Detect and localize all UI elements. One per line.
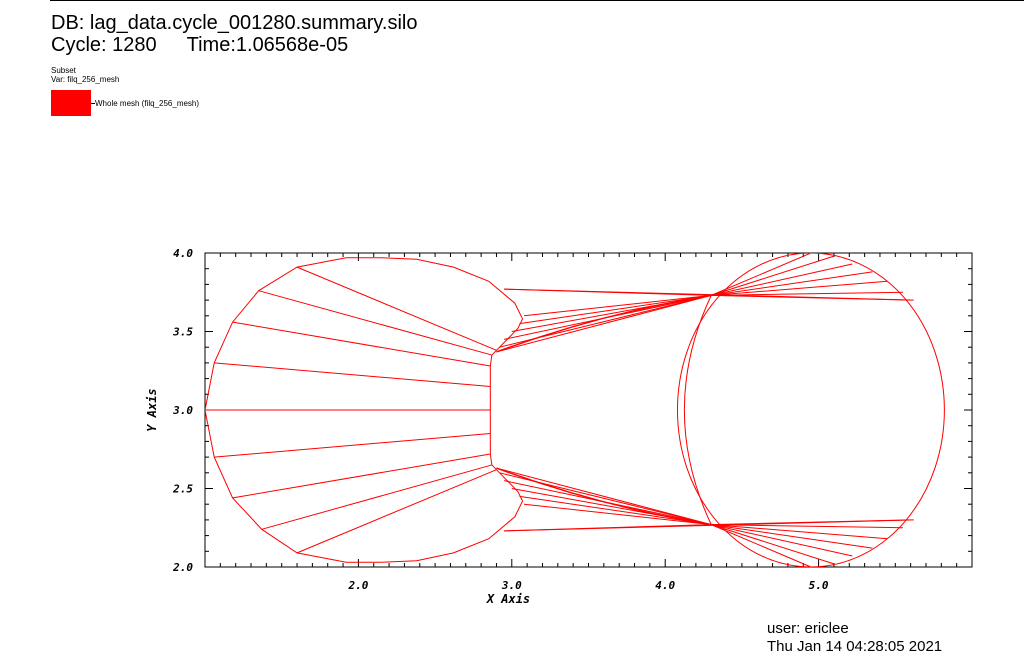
y-tick-label: 2.0 [172, 561, 193, 574]
database-title: DB: lag_data.cycle_001280.summary.silo [51, 12, 418, 34]
upper-fan-line [711, 291, 903, 296]
lower-neck-curve [496, 467, 712, 526]
y-tick-label: 4.0 [173, 247, 193, 260]
cycle-time-line: Cycle: 1280 Time:1.06568e-05 [51, 34, 348, 56]
x-tick-label: 2.0 [347, 579, 368, 592]
legend-title: Subset [51, 66, 76, 75]
lower-fan-line [519, 495, 712, 526]
right-inner-arc [683, 295, 712, 525]
lower-fan-line [711, 524, 873, 549]
x-tick-label: 5.0 [809, 579, 829, 592]
time-label: Time:1.06568e-05 [186, 34, 349, 56]
upper-fan-line [711, 271, 873, 296]
legend-entry: Whole mesh (filq_256_mesh) [51, 90, 199, 116]
upper-fan-line [524, 294, 712, 317]
lower-fan-line [711, 524, 835, 565]
x-axis-title: X Axis [486, 592, 530, 606]
lower-fan-line [496, 467, 712, 526]
upper-fan-line [711, 280, 888, 296]
left-fan-line [232, 321, 491, 367]
upper-fan-line [711, 252, 812, 296]
lower-fan-line [711, 524, 853, 557]
upper-fan-line [711, 255, 835, 296]
left-fan-line [214, 362, 491, 387]
left-fan-line [296, 266, 497, 351]
x-tick-label: 3.0 [501, 579, 522, 592]
y-tick-label: 3.5 [172, 326, 193, 339]
date-label: Thu Jan 14 04:28:05 2021 [767, 638, 943, 655]
x-tick-label: 4.0 [655, 579, 675, 592]
upper-fan-line [519, 294, 712, 325]
y-tick-label: 3.0 [172, 404, 193, 417]
upper-fan-line [711, 263, 853, 296]
legend-var: Var: filq_256_mesh [51, 75, 120, 84]
left-fan-line [214, 433, 491, 458]
left-fan-line [261, 464, 492, 530]
user-label: user: ericlee [767, 620, 849, 637]
legend-connector [91, 102, 95, 104]
lower-fan-line [524, 503, 712, 526]
legend-entry-label: Whole mesh (filq_256_mesh) [95, 98, 200, 108]
cycle-label: Cycle: 1280 [51, 34, 157, 56]
lower-fan-line [711, 524, 903, 529]
upper-bundle-edge [504, 288, 914, 301]
lower-fan-line [711, 524, 888, 540]
plot-legend: Subset Var: filq_256_mesh Whole mesh (fi… [51, 66, 199, 116]
right-circle [677, 253, 945, 567]
legend-swatch [51, 90, 91, 116]
left-fan-line [258, 290, 492, 356]
lower-bundle-edge [504, 519, 914, 532]
lower-fan-line [711, 524, 812, 568]
y-axis-title: Y Axis [145, 388, 159, 431]
top-rule [50, 0, 1024, 1]
upper-neck-curve [496, 294, 712, 353]
left-fan-line [296, 469, 497, 554]
left-fan-line [232, 453, 491, 499]
y-tick-label: 2.5 [172, 483, 193, 496]
upper-fan-line [496, 294, 712, 353]
